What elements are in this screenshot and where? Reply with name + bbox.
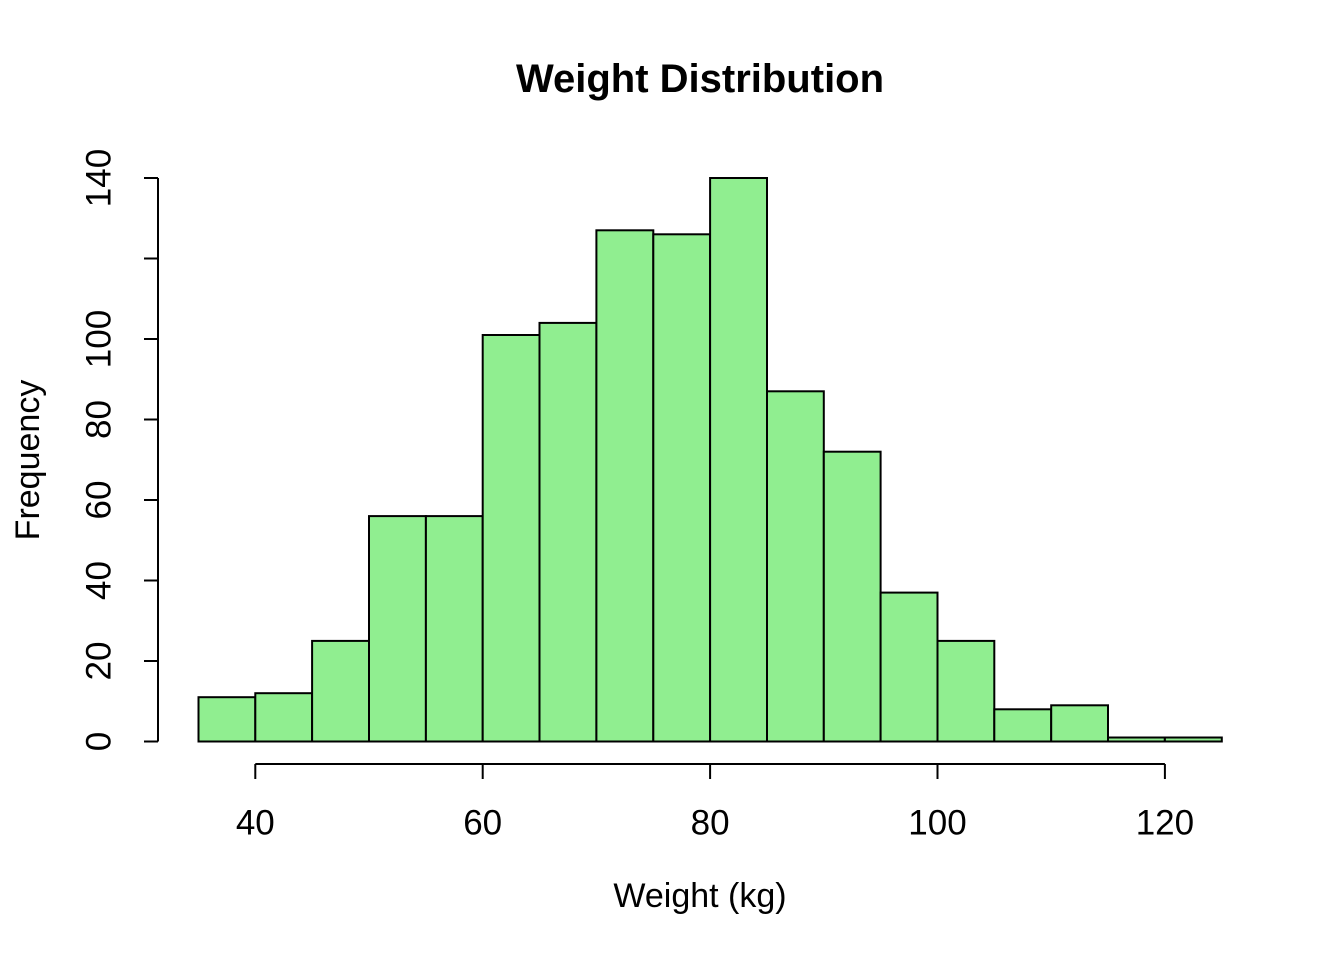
x-tick-label: 100 [908,804,966,843]
histogram-bar [766,390,825,743]
histogram-bar [993,708,1053,743]
histogram-bar [197,696,257,743]
histogram-bar [879,591,939,743]
y-tick-label: 100 [80,310,119,368]
y-axis-title: Frequency [9,380,47,541]
chart-title: Weight Distribution [516,57,884,101]
histogram-bar [936,639,996,743]
y-tick-label: 140 [80,149,119,207]
histogram-bar [368,515,427,743]
histogram-bar [538,321,598,743]
histogram-bar [822,450,882,743]
histogram-bar [424,515,484,743]
histogram-bar [311,639,371,743]
axes-layer: 0 20 40 60 80 100 140 40 60 80 100 120 [80,149,1195,843]
x-tick-label: 60 [463,804,502,843]
y-tick-label: 60 [80,481,119,520]
y-tick-label: 80 [80,400,119,439]
y-tick-label: 20 [80,642,119,681]
histogram-bar [709,177,768,743]
x-tick-label: 40 [236,804,275,843]
y-tick-label: 40 [80,561,119,600]
histogram-bar [1163,736,1223,743]
histogram-bar [1050,704,1109,743]
x-tick-label: 80 [691,804,730,843]
histogram-bar [481,334,541,743]
histogram-bar [254,692,314,743]
y-tick-label: 0 [80,732,119,751]
x-tick-label: 120 [1136,804,1194,843]
histogram-bar [1107,736,1166,743]
bars-layer [197,177,1223,743]
histogram-bar [652,233,712,743]
x-axis-title: Weight (kg) [613,877,786,915]
histogram-bar [595,229,655,743]
